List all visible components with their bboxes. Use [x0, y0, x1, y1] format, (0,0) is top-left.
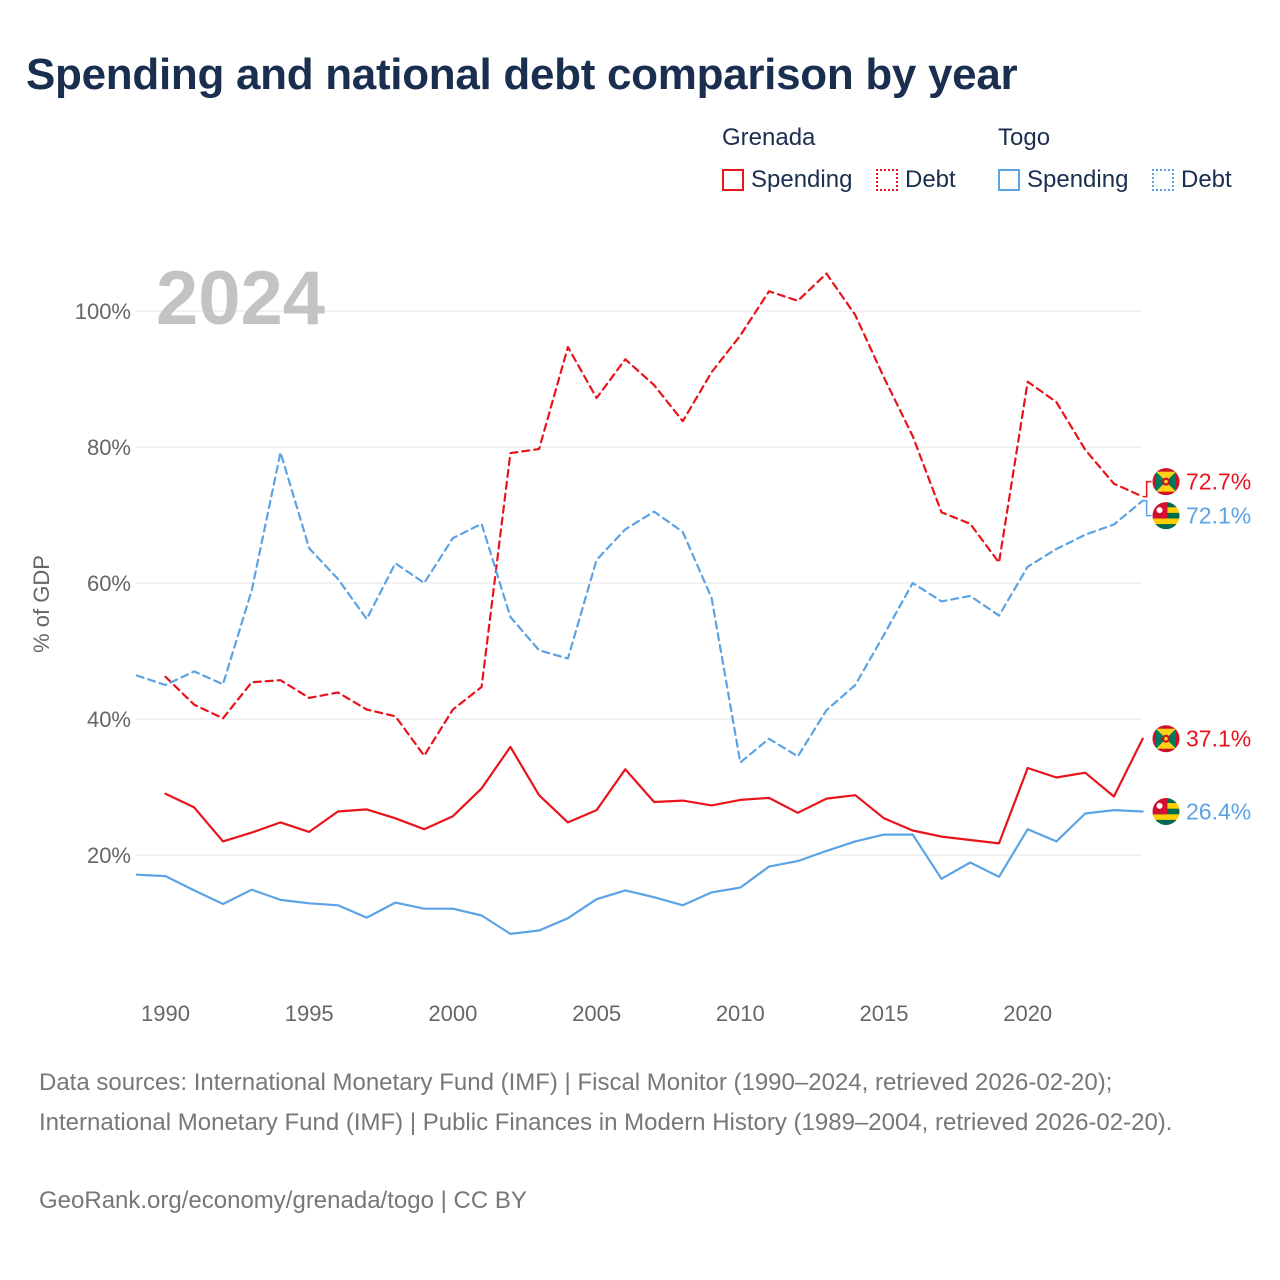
dotted-swatch-icon — [1152, 169, 1174, 191]
solid-swatch-icon — [722, 169, 744, 191]
y-tick-label: 80% — [87, 435, 131, 460]
x-tick-label: 2000 — [428, 1001, 477, 1026]
legend-item-togo-spending[interactable]: Spending — [998, 166, 1128, 194]
data-sources: Data sources: International Monetary Fun… — [39, 1069, 1173, 1136]
gridlines — [136, 310, 1142, 856]
legend-title-togo: Togo — [998, 124, 1051, 151]
legend-title-grenada: Grenada — [722, 124, 816, 151]
series-line-grenada-debt[interactable] — [164, 272, 1144, 757]
series-line-togo-debt[interactable] — [135, 451, 1144, 764]
end-marker-grenada-spending: 37.1% — [1151, 724, 1251, 754]
y-tick-label: 100% — [75, 299, 131, 324]
y-tick-labels: 20% 40% 60% 80% 100% — [75, 299, 131, 868]
x-tick-label: 1995 — [285, 1001, 334, 1026]
y-tick-label: 20% — [87, 843, 131, 868]
x-tick-label: 2015 — [860, 1001, 909, 1026]
legend-label: Debt — [905, 166, 956, 193]
x-tick-label: 2005 — [572, 1001, 621, 1026]
dotted-swatch-icon — [876, 169, 898, 191]
legend-label: Spending — [1027, 166, 1129, 193]
end-value-label: 26.4% — [1186, 798, 1251, 824]
end-markers: 72.7% 72.1% 37.1% 26.4% — [1142, 467, 1251, 826]
end-value-label: 72.7% — [1186, 469, 1251, 495]
leader-line — [1142, 499, 1152, 517]
source-link[interactable]: GeoRank.org/economy/grenada/togo | CC BY — [39, 1187, 527, 1214]
end-marker-grenada-debt: 72.7% — [1142, 467, 1251, 498]
line-chart: 2024 % of GDP 20% 40% 60% 80% 100% 1990 1995 2… — [29, 256, 1251, 1026]
x-tick-label: 2020 — [1003, 1001, 1052, 1026]
series-line-grenada-spending[interactable] — [164, 737, 1144, 845]
legend-label: Spending — [751, 166, 853, 193]
legend-item-togo-debt[interactable]: Debt — [1152, 166, 1232, 194]
x-tick-label: 1990 — [141, 1001, 190, 1026]
series-lines — [135, 272, 1144, 936]
end-value-label: 37.1% — [1186, 726, 1251, 752]
series-line-togo-spending[interactable] — [135, 808, 1144, 936]
legend-label: Debt — [1181, 166, 1232, 193]
y-tick-label: 40% — [87, 707, 131, 732]
legend-item-grenada-spending[interactable]: Spending — [722, 166, 852, 194]
end-marker-togo-spending: 26.4% — [1151, 796, 1251, 826]
x-tick-label: 2010 — [716, 1001, 765, 1026]
chart-title: Spending and national debt comparison by… — [26, 50, 1018, 99]
leader-line — [1142, 480, 1152, 498]
togo-flag-icon — [1151, 501, 1181, 531]
end-value-label: 72.1% — [1186, 503, 1251, 529]
end-marker-togo-debt: 72.1% — [1142, 499, 1251, 531]
y-axis-title: % of GDP — [29, 555, 54, 653]
grenada-flag-icon — [1151, 467, 1181, 497]
x-tick-labels: 1990 1995 2000 2005 2010 2015 2020 — [141, 1001, 1052, 1026]
y-tick-label: 60% — [87, 571, 131, 596]
grenada-flag-icon — [1151, 724, 1181, 754]
solid-swatch-icon — [998, 169, 1020, 191]
year-label: 2024 — [156, 256, 325, 341]
togo-flag-icon — [1151, 796, 1181, 826]
legend-item-grenada-debt[interactable]: Debt — [876, 166, 956, 194]
